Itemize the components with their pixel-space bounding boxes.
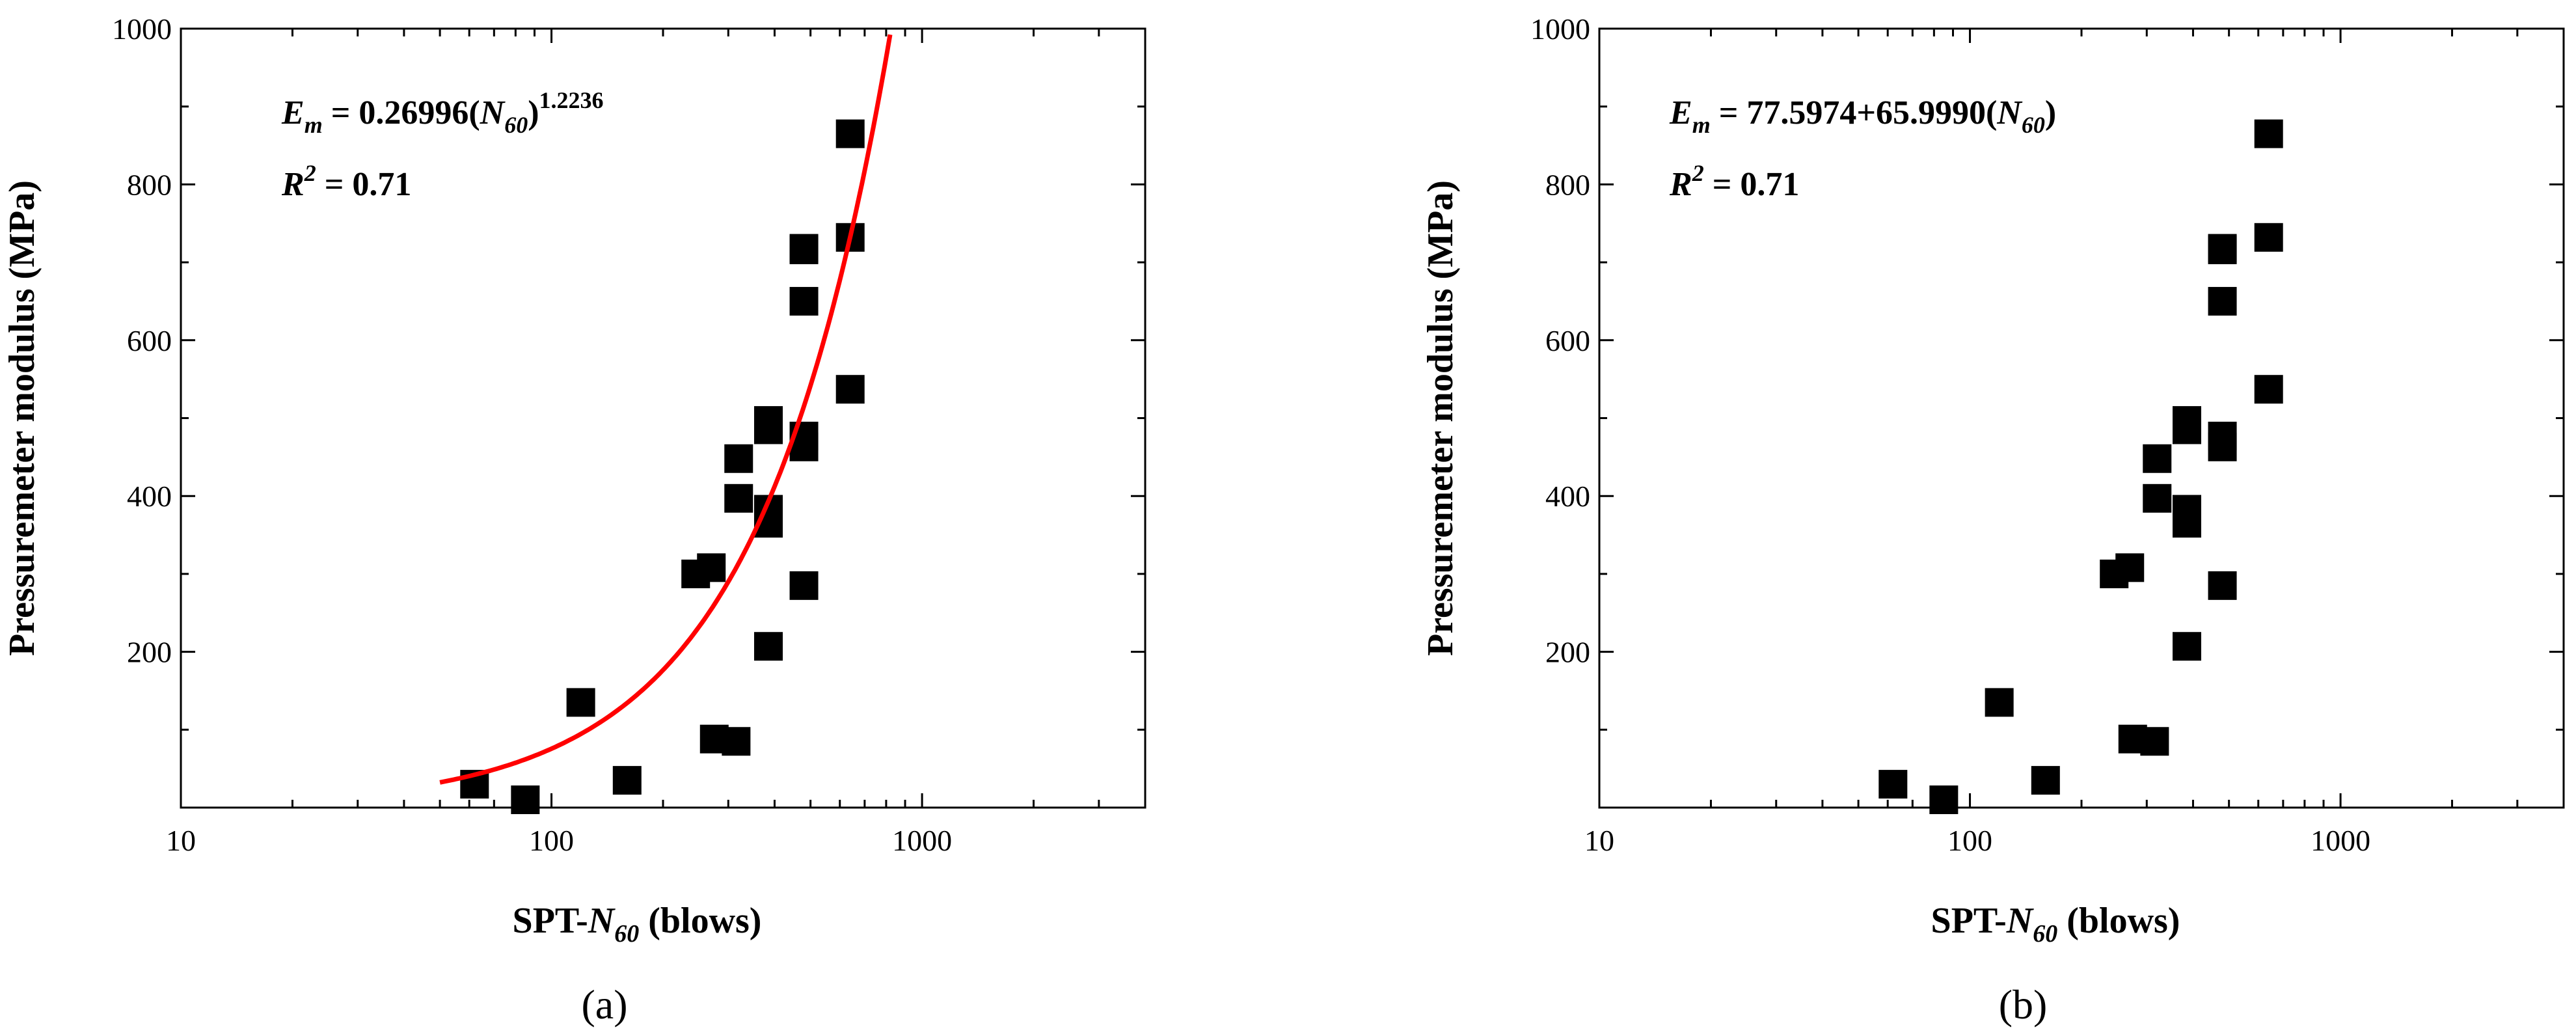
data-point [835,119,865,148]
data-point [2115,553,2145,582]
plot-frame [1598,27,2565,809]
data-point [2172,632,2201,661]
data-point [1929,785,1959,815]
data-point [2208,432,2237,461]
data-point [789,571,819,600]
data-point [724,484,753,513]
data-point [612,766,642,795]
data-point [2031,766,2060,795]
x-tick-label: 1000 [2311,824,2370,857]
data-point [2254,119,2283,148]
data-point [2172,509,2201,538]
data-point [789,286,819,316]
r-squared-annotation: R2 = 0.71 [281,160,411,203]
x-tick-label: 100 [1947,824,1992,857]
data-point [835,375,865,404]
panel-label: (a) [581,981,627,1028]
data-point [2208,235,2237,264]
data-point [566,688,595,717]
y-tick-label: 200 [1545,636,1590,669]
y-tick-label: 200 [127,636,172,669]
data-point [753,415,783,444]
data-point [2254,375,2283,404]
fit-curve [1888,0,2269,25]
y-axis-title: Pressuremeter modulus (MPa) [1420,180,1461,656]
data-point [1878,770,1908,799]
x-tick-label: 10 [1584,824,1614,857]
data-point [2143,444,2172,473]
data-point [2254,223,2283,252]
data-point [789,235,819,264]
y-axis-title: Pressuremeter modulus (MPa) [2,180,42,656]
y-tick-label: 600 [127,324,172,357]
panel-a: 10 100 1000 200 400 600 800 1000 Pressuremeter m… [2,12,1146,1028]
data-point [2208,286,2237,316]
fit-curve [439,34,893,785]
x-axis-title: SPT-N60 (blows) [1931,901,2180,947]
y-tick-label: 1000 [1530,12,1590,46]
data-point [2143,484,2172,513]
equation-annotation: Em = 77.5974+65.9990(N60) [1669,94,2056,138]
y-tick-label: 400 [127,480,172,513]
y-tick-label: 800 [1545,168,1590,201]
panel-b: 10 100 1000 200 400 600 800 1000 Pressuremeter m… [1420,0,2565,1028]
data-point [2208,571,2237,600]
data-point [2172,415,2201,444]
data-point [1985,688,2014,717]
data-point [753,632,783,661]
data-point [697,553,726,582]
data-point [722,727,751,756]
data-point [2140,727,2169,756]
x-tick-label: 10 [166,824,196,857]
y-tick-label: 1000 [112,12,172,46]
panel-label: (b) [1999,981,2048,1028]
y-tick-label: 800 [127,168,172,201]
plot-frame [180,27,1146,809]
data-point [511,785,540,815]
x-tick-label: 100 [529,824,574,857]
r-squared-annotation: R2 = 0.71 [1669,160,1799,203]
x-axis-title: SPT-N60 (blows) [513,901,762,947]
y-tick-label: 600 [1545,324,1590,357]
data-point [724,444,753,473]
x-tick-label: 1000 [892,824,952,857]
equation-annotation: Em = 0.26996(N60)1.2236 [281,87,604,138]
y-tick-label: 400 [1545,480,1590,513]
